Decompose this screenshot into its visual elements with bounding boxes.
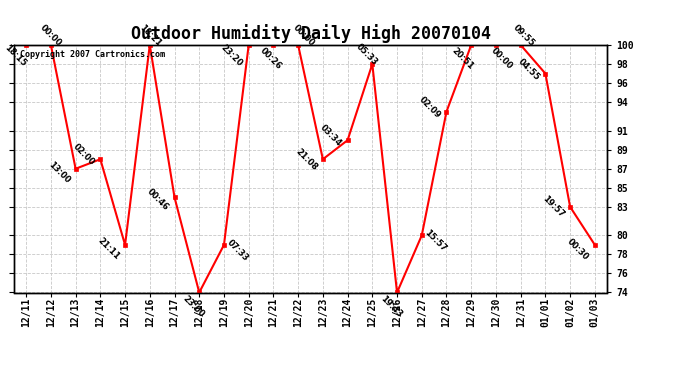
Text: 07:33: 07:33 [226, 238, 250, 263]
Text: 02:09: 02:09 [417, 95, 442, 120]
Text: 13:00: 13:00 [46, 160, 72, 186]
Text: 23:20: 23:20 [219, 44, 245, 69]
Text: 21:11: 21:11 [96, 236, 121, 262]
Text: 23:00: 23:00 [181, 294, 206, 319]
Text: 09:55: 09:55 [511, 22, 536, 48]
Text: 02:00: 02:00 [71, 142, 96, 168]
Text: 00:00: 00:00 [291, 23, 316, 48]
Text: 00:46: 00:46 [146, 188, 170, 213]
Text: 19:57: 19:57 [541, 194, 566, 219]
Text: Copyright 2007 Cartronics.com: Copyright 2007 Cartronics.com [20, 50, 165, 59]
Text: 00:00: 00:00 [489, 46, 514, 71]
Text: 00:30: 00:30 [566, 237, 591, 262]
Text: 18:15: 18:15 [2, 44, 28, 69]
Text: 05:33: 05:33 [354, 42, 380, 67]
Text: 04:55: 04:55 [516, 57, 542, 82]
Text: 21:08: 21:08 [294, 147, 319, 172]
Title: Outdoor Humidity Daily High 20070104: Outdoor Humidity Daily High 20070104 [130, 24, 491, 44]
Text: 18:21: 18:21 [137, 22, 162, 48]
Text: 15:57: 15:57 [423, 228, 448, 254]
Text: 03:34: 03:34 [318, 123, 344, 148]
Text: 19:43: 19:43 [379, 294, 404, 319]
Text: 00:26: 00:26 [258, 46, 283, 72]
Text: 00:00: 00:00 [39, 23, 63, 48]
Text: 20:51: 20:51 [451, 46, 475, 72]
